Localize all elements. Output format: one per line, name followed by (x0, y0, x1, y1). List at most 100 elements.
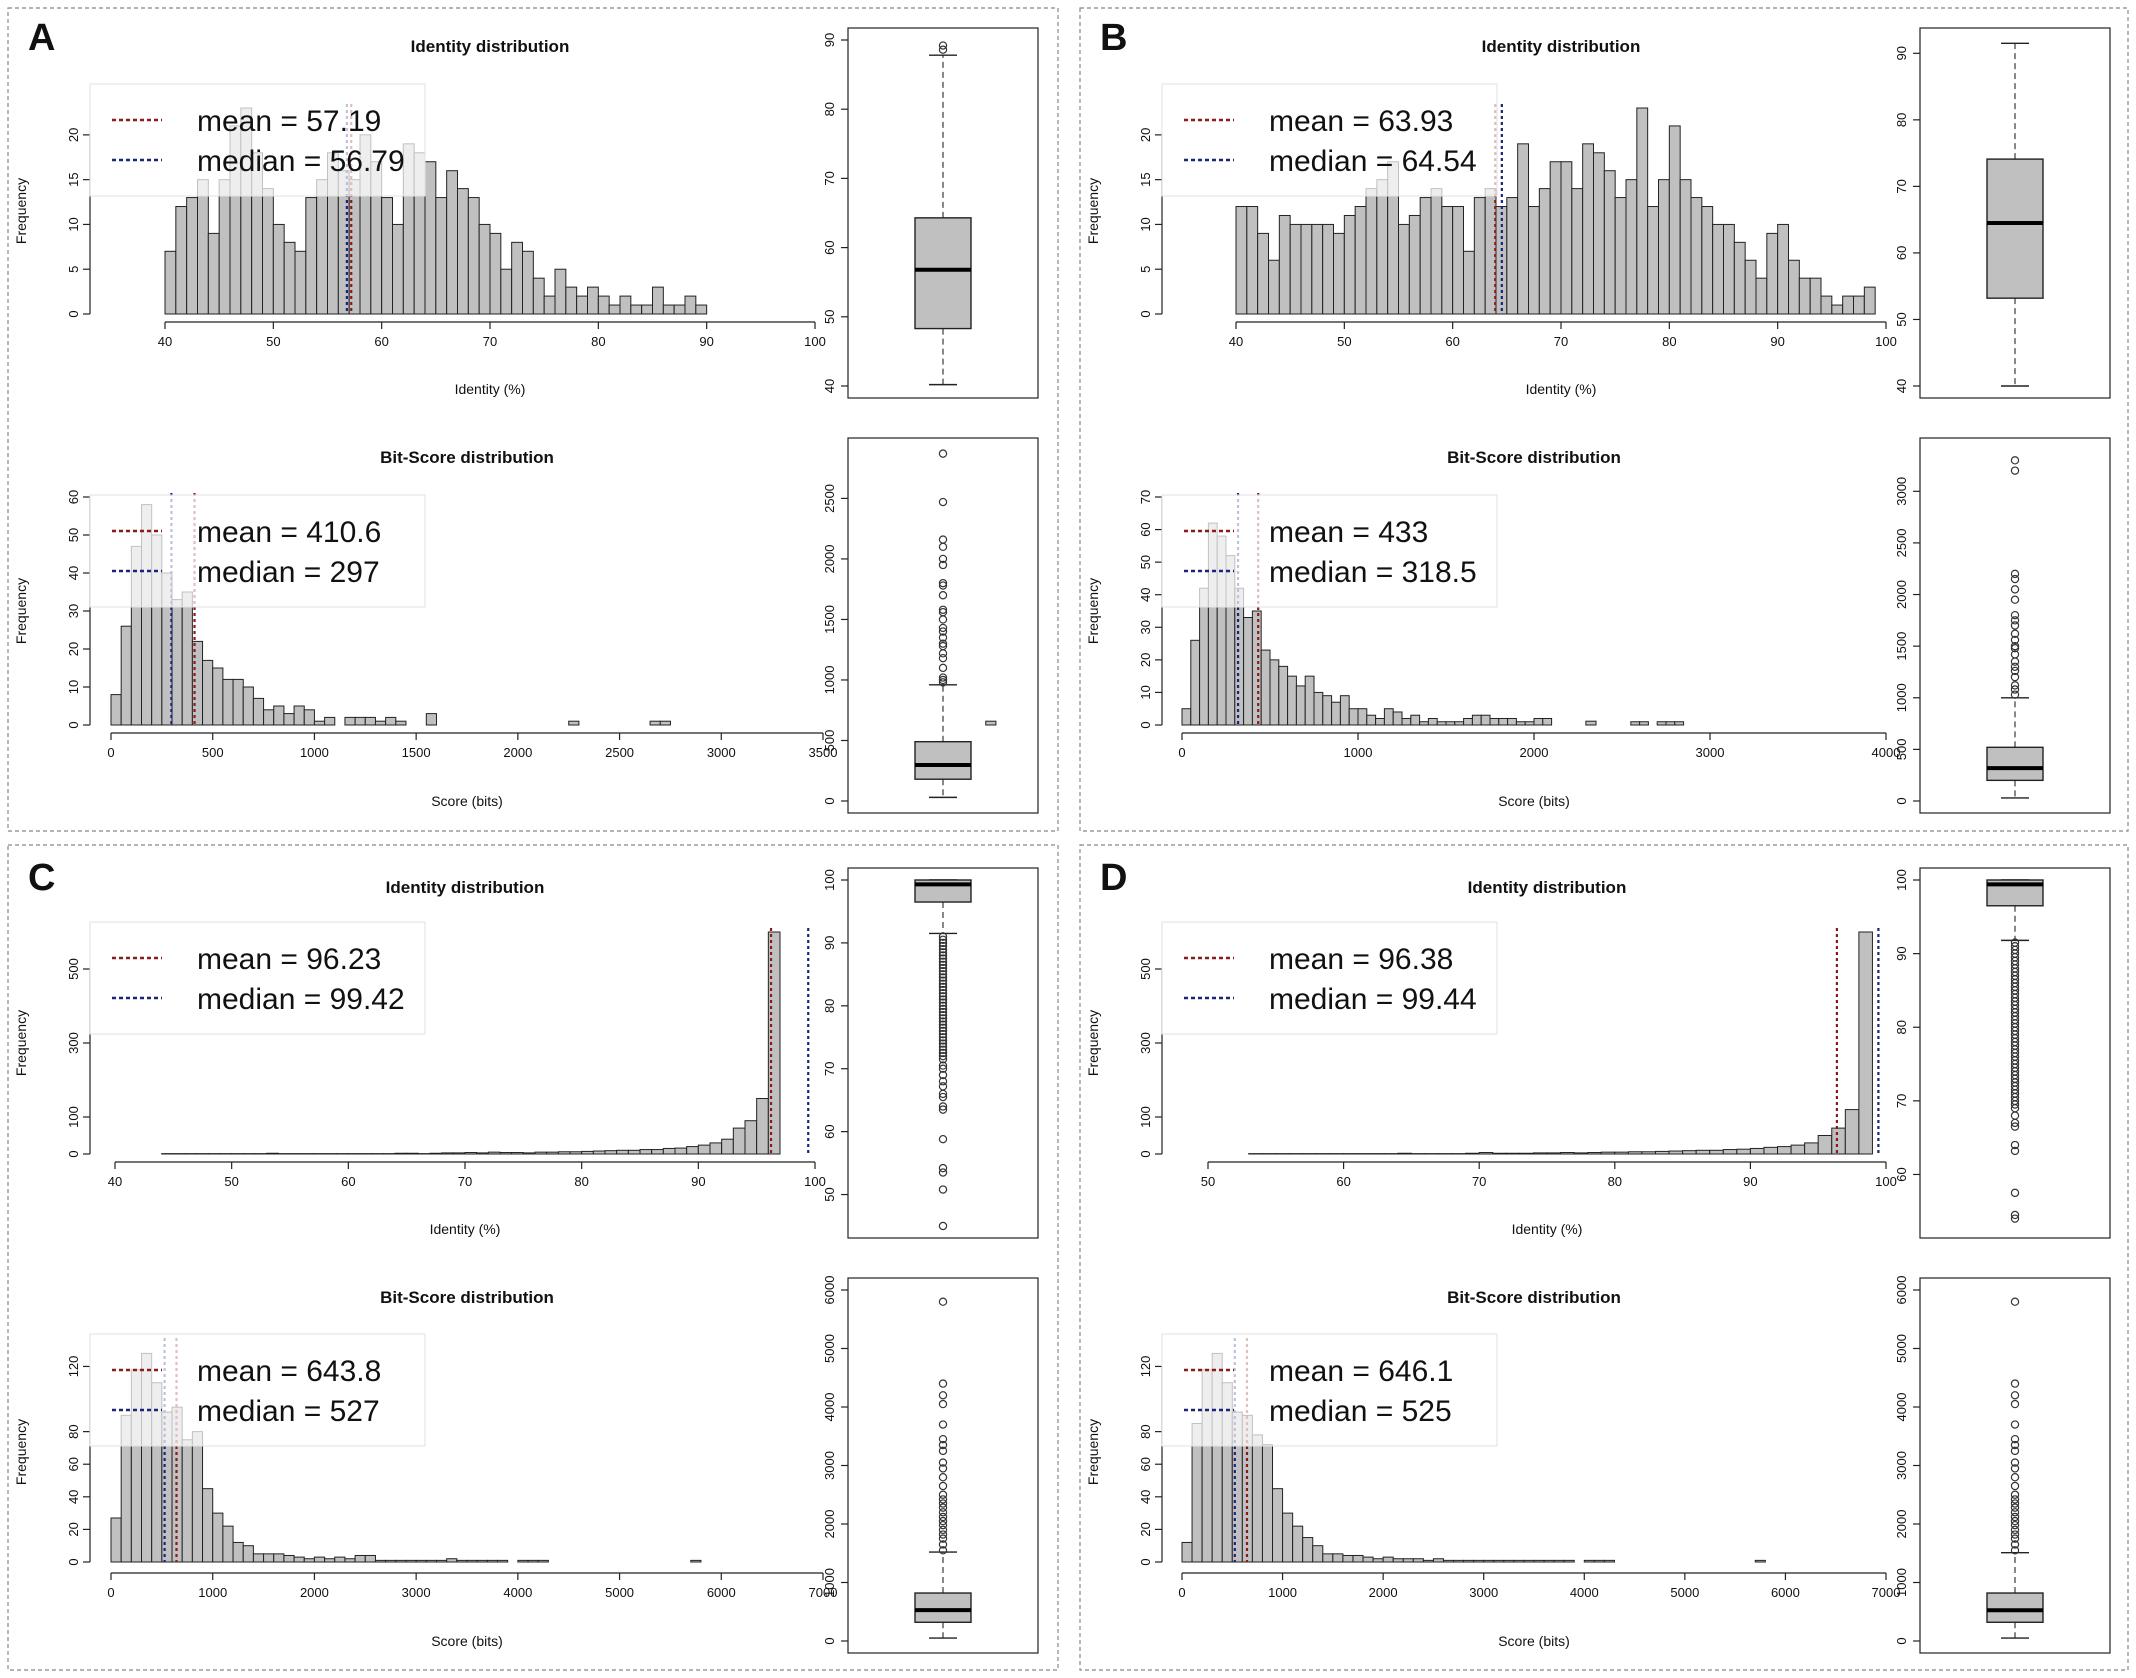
x-tick-label: 60 (1445, 334, 1459, 349)
histogram-bar (1473, 1559, 1485, 1563)
histogram-bar (212, 667, 224, 726)
histogram-bar (1614, 197, 1627, 315)
histogram-bar (344, 716, 356, 726)
legend-median-text: median = 297 (197, 556, 380, 589)
histogram-bar (1480, 714, 1491, 726)
y-tick-label: 300 (66, 1032, 81, 1054)
histogram-bar (394, 1152, 408, 1155)
outlier-point (938, 449, 948, 458)
histogram-bar (1398, 223, 1410, 315)
y-tick-label: 20 (1138, 1522, 1153, 1536)
histogram-bar (232, 1541, 244, 1563)
box-y-tick-label: 1500 (822, 605, 837, 634)
y-tick-label: 30 (1138, 620, 1153, 634)
histogram-bar (1533, 717, 1544, 726)
histogram-bar (1354, 206, 1367, 315)
x-axis-label: Identity (%) (455, 381, 526, 397)
histogram-bar (1382, 1556, 1394, 1563)
histogram-bar (1858, 931, 1873, 1155)
box-iqr (914, 1592, 972, 1623)
x-tick-label: 7000 (809, 1585, 838, 1600)
histogram-bar (1463, 250, 1475, 315)
histogram-bar (500, 268, 513, 315)
box-y-tick-label: 4000 (1894, 1393, 1909, 1422)
histogram-bar (305, 197, 318, 315)
histogram-title: Bit-Score distribution (1447, 448, 1621, 467)
x-tick-label: 6000 (1771, 1585, 1800, 1600)
histogram-bar (1639, 721, 1649, 726)
histogram-bar (1736, 1148, 1751, 1155)
x-tick-label: 2000 (300, 1585, 329, 1600)
histogram-bar (1571, 188, 1584, 315)
outlier-point (938, 1020, 948, 1029)
histogram-bar (569, 1151, 583, 1155)
histogram-bar (313, 720, 326, 726)
histogram-bar (1695, 1149, 1711, 1155)
box-y-tick-label: 1000 (822, 666, 837, 695)
histogram-bar (649, 720, 661, 726)
x-tick-label: 1500 (402, 745, 431, 760)
histogram-bar (1593, 152, 1605, 315)
legend-median-text: median = 99.42 (197, 983, 405, 1016)
histogram-bar (1365, 188, 1378, 315)
outlier-point (938, 995, 948, 1004)
outlier-point (938, 960, 948, 970)
x-tick-label: 4000 (1570, 1585, 1599, 1600)
legend-mean-text: mean = 646.1 (1269, 1355, 1453, 1388)
histogram-bar (294, 250, 307, 315)
outlier-point (938, 497, 948, 507)
histogram-bar (517, 1559, 529, 1563)
box-y-tick-label: 90 (1894, 46, 1909, 60)
outlier-point (938, 1014, 948, 1023)
histogram-bar (456, 1559, 468, 1563)
x-tick-label: 0 (107, 745, 114, 760)
outlier-point (938, 1168, 948, 1177)
histogram-bar (732, 1127, 746, 1155)
histogram-bar (1366, 714, 1377, 726)
histogram-bar (272, 223, 285, 315)
histogram-bar (1243, 617, 1253, 726)
histogram-bar (303, 709, 315, 726)
box-y-tick-label: 1000 (822, 1568, 837, 1597)
box-y-tick-label: 2000 (822, 544, 837, 573)
boxplot-frame (1919, 437, 2111, 814)
outlier-point (938, 963, 948, 973)
x-tick-label: 80 (1608, 1174, 1622, 1189)
y-tick-label: 15 (1138, 172, 1153, 186)
x-axis-label: Identity (%) (430, 1221, 501, 1237)
histogram-bar (425, 1559, 437, 1563)
x-tick-label: 2000 (1520, 745, 1549, 760)
legend-mean-text: mean = 96.23 (197, 943, 381, 976)
histogram-bar (756, 1098, 769, 1155)
histogram-bar (1322, 695, 1333, 726)
outlier-point (938, 1458, 948, 1467)
histogram-bar (487, 1151, 501, 1155)
outlier-point (2010, 629, 2020, 638)
legend-box (1161, 1333, 1498, 1447)
histogram-bar (1863, 286, 1876, 315)
x-tick-label: 3500 (809, 745, 838, 760)
outlier-point (2010, 1540, 2020, 1549)
box-y-tick-label: 60 (822, 1124, 837, 1138)
histogram-bar (499, 1152, 513, 1155)
outlier-point (2010, 456, 2020, 465)
y-tick-label: 0 (1138, 1150, 1153, 1157)
histogram-bar (1322, 223, 1334, 315)
outlier-point (2010, 641, 2020, 651)
y-axis-label: Frequency (13, 1419, 29, 1485)
histogram-bar (1357, 708, 1368, 726)
x-tick-label: 0 (1178, 1585, 1185, 1600)
x-tick-label: 500 (202, 745, 224, 760)
outlier-point (938, 1077, 948, 1086)
histogram-bar (985, 720, 997, 726)
y-tick-label: 10 (66, 217, 81, 231)
histogram-bar (619, 295, 632, 315)
histogram-bar (532, 277, 545, 315)
panel-label: C (28, 857, 55, 899)
histogram-bar (1817, 1135, 1833, 1155)
outlier-point (2010, 1495, 2020, 1504)
box-y-tick-label: 90 (822, 33, 837, 47)
histogram-bar (1343, 214, 1356, 315)
x-axis-label: Identity (%) (1526, 381, 1597, 397)
box-y-tick-label: 90 (1894, 946, 1909, 960)
